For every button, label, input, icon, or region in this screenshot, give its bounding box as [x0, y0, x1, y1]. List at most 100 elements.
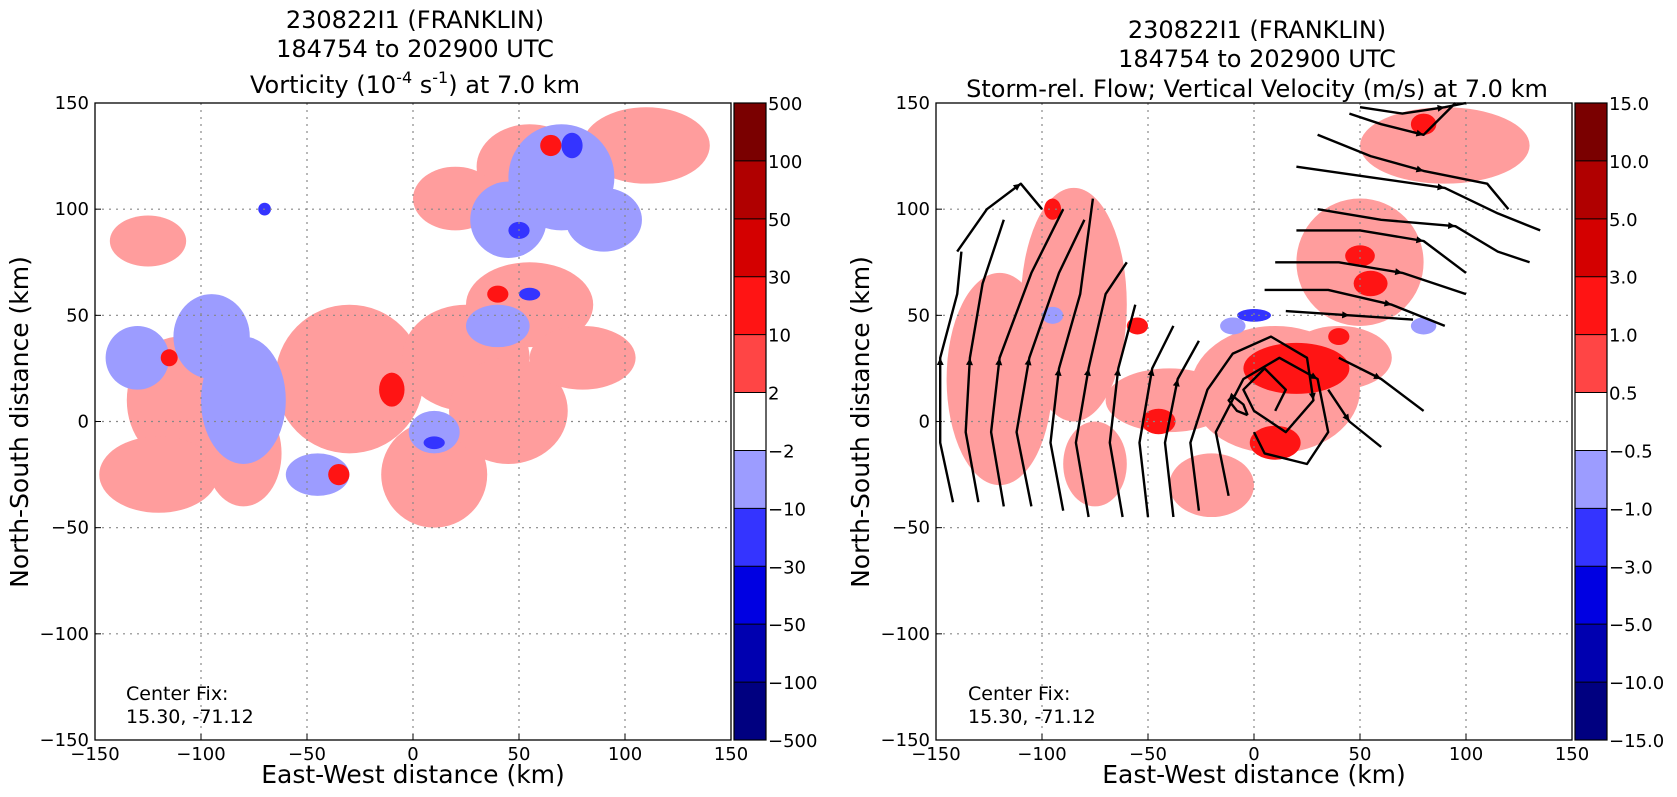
streamline-arrowhead [1172, 379, 1180, 387]
field-weak-negative-region [1220, 317, 1246, 335]
streamline-arrowhead [1394, 268, 1403, 276]
colorbar-segment [1575, 450, 1607, 509]
colorbar-segment [1575, 103, 1607, 161]
streamline [1285, 309, 1414, 321]
field-strong-positive-region [379, 372, 405, 407]
colorbar-level-label: 10.0 [1609, 152, 1649, 173]
colorbar-level-label: 3.0 [1609, 268, 1638, 289]
colorbar-segment [1575, 160, 1607, 219]
streamline [956, 182, 1043, 253]
y-tick-label: 50 [66, 305, 89, 326]
y-tick-label: −50 [51, 518, 89, 539]
y-tick-label: −100 [40, 624, 89, 645]
left-title-line-2: 184754 to 202900 UTC [276, 35, 554, 63]
streamline [1317, 208, 1530, 264]
field-weak-negative-region [1042, 306, 1064, 324]
field-strong-negative-region [561, 132, 583, 159]
colorbar-segment [734, 508, 766, 567]
streamline [1349, 102, 1457, 136]
colorbar-segment [734, 218, 766, 277]
colorbar-frame [733, 102, 767, 741]
streamline [1108, 304, 1137, 518]
right-title-line-1: 230822I1 (FRANKLIN) [1128, 16, 1386, 44]
streamline-arrowhead [1341, 311, 1350, 319]
field-weak-positive-region [1169, 453, 1254, 518]
right-x-axis-label: East-West distance (km) [1102, 760, 1406, 789]
colorbar-level-label: −0.5 [1609, 441, 1653, 462]
streamline-arrowhead [995, 357, 1003, 366]
right-y-axis: 150 100 50 0 −50 −100 −150 [881, 93, 942, 751]
field-weak-negative-region [565, 187, 642, 252]
x-tick-label: 100 [1449, 744, 1483, 765]
streamline [1359, 101, 1467, 115]
streamline-arrowhead [1083, 368, 1091, 377]
field-strong-positive-region [160, 349, 178, 367]
streamline [1049, 198, 1095, 511]
vertical-velocity-panel: 230822I1 (FRANKLIN) 184754 to 202900 UTC… [846, 16, 1664, 789]
field-strong-positive-region [328, 463, 350, 486]
field-strong-negative-region [1237, 308, 1271, 322]
x-tick-label: 150 [714, 744, 748, 765]
left-center-fix-label: Center Fix: [126, 683, 228, 705]
left-grid [95, 103, 731, 740]
x-tick-label: −150 [911, 744, 960, 765]
field-weak-positive-region [529, 325, 636, 390]
colorbar-level-label: −50 [768, 615, 806, 636]
streamline [1338, 356, 1425, 412]
streamline-arrowhead [936, 357, 944, 366]
field-strong-positive-region [1328, 328, 1350, 346]
x-tick-label: −50 [288, 744, 326, 765]
streamline-arrowhead [1437, 183, 1445, 191]
left-y-axis: 150 100 50 0 −50 −100 −150 [40, 93, 101, 751]
x-tick-label: 50 [508, 744, 531, 765]
x-tick-label: 0 [1248, 744, 1259, 765]
field-strong-negative-region [519, 287, 541, 301]
y-tick-label: 150 [896, 93, 930, 114]
streamline-arrowhead [1308, 392, 1316, 401]
colorbar-segment [1575, 392, 1607, 451]
left-y-axis-label: North-South distance (km) [5, 256, 34, 588]
streamline-arrowhead [1054, 368, 1062, 376]
colorbar-segment [1575, 508, 1607, 567]
vorticity-colorbar: 500 100 50 30 10 2 −2 −10 −30 −50 −100 −500 [733, 94, 817, 752]
field-strong-negative-region [423, 436, 445, 450]
y-tick-label: 0 [78, 412, 89, 433]
y-tick-label: −150 [40, 730, 89, 751]
x-tick-label: 100 [608, 744, 642, 765]
colorbar-level-label: −2 [768, 441, 795, 462]
field-strong-positive-region [487, 285, 509, 303]
colorbar-level-label: −15.0 [1609, 731, 1664, 752]
colorbar-segment [1575, 218, 1607, 277]
colorbar-segment [734, 160, 766, 219]
right-title-line-2: 184754 to 202900 UTC [1118, 45, 1396, 73]
streamline [1214, 356, 1330, 497]
streamline [1296, 165, 1541, 232]
colorbar-level-label: 1.0 [1609, 326, 1638, 347]
field-weak-positive-region [449, 357, 568, 464]
streamline-arrowhead [1415, 236, 1424, 244]
colorbar-segment [734, 334, 766, 393]
streamline [1264, 288, 1446, 328]
field-strong-positive-region [540, 134, 562, 157]
left-x-axis: −150 −100 −50 0 50 100 150 [70, 734, 748, 765]
colorbar-frame [1574, 102, 1608, 741]
colorbar-level-label: 30 [768, 268, 791, 289]
field-weak-positive-region [381, 421, 488, 528]
right-x-axis: −150 −100 −50 0 50 100 150 [911, 734, 1589, 765]
streamline-arrowhead [1114, 368, 1121, 376]
streamline [1074, 261, 1128, 518]
streamline-arrowhead [1309, 372, 1318, 380]
field-weak-positive-region [1020, 187, 1127, 422]
colorbar-level-label: 100 [768, 152, 802, 173]
vertical-velocity-field [946, 107, 1530, 518]
streamline-arrowhead [1012, 183, 1021, 191]
colorbar-segment [734, 682, 766, 740]
streamline-arrowhead [966, 357, 973, 366]
colorbar-segment [734, 392, 766, 451]
field-weak-negative-region [1410, 317, 1437, 335]
streamline [1317, 133, 1510, 210]
field-weak-positive-region [1360, 107, 1530, 184]
x-tick-label: −50 [1129, 744, 1167, 765]
streamline [1138, 325, 1175, 518]
field-weak-positive-region [275, 304, 424, 454]
